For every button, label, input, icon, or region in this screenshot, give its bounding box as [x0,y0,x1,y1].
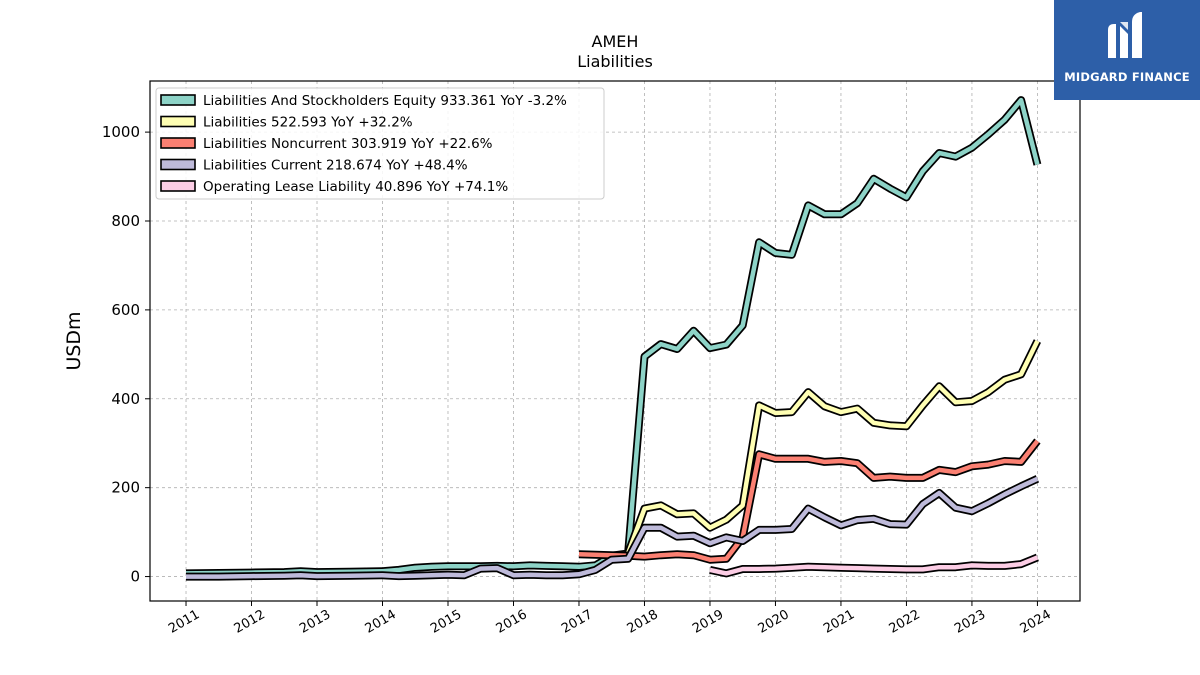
series-line [625,340,1040,555]
series-line [578,439,1040,562]
legend-swatch [160,94,196,106]
x-tick-label: 2013 [297,607,333,637]
midgard-finance-logo: MIDGARD FINANCE [1054,0,1200,100]
series-lines [185,96,1042,581]
legend-swatch [160,137,196,149]
y-axis-label: USDm [63,311,85,370]
y-tick-label: 600 [111,301,140,319]
x-tick-label: 2020 [756,607,792,637]
plot-area-frame [149,80,1081,602]
x-tick-label: 2024 [1018,607,1054,637]
legend-entry: Liabilities Current 218.674 YoY +48.4% [203,158,468,174]
series-line [709,555,1039,576]
axis-ticks: 2011 2012 2013 2014 2015 2016 2017 2018 2019 2020… [102,123,1054,637]
legend-swatch [160,115,196,128]
x-tick-label: 2017 [559,607,595,637]
legend-box [155,87,605,200]
legend-entry: Operating Lease Liability 40.896 YoY +74… [203,179,508,195]
x-tick-label: 2014 [363,607,399,637]
legend: Liabilities And Stockholders Equity 933.… [155,87,605,200]
x-tick-label: 2022 [887,607,923,637]
series-line [185,97,1040,576]
x-tick-label: 2018 [625,607,661,637]
y-tick-label: 800 [111,212,140,230]
chart-title: AMEH [592,32,639,51]
x-tick-label: 2011 [166,607,202,637]
chart-subtitle: Liabilities [577,52,653,71]
x-tick-label: 2021 [821,607,857,637]
series-line [186,476,1039,579]
midgard-logo-icon [1108,12,1142,58]
y-tick-label: 1000 [102,123,140,141]
y-tick-label: 400 [111,390,140,408]
legend-entry: Liabilities 522.593 YoY +32.2% [203,115,413,131]
x-tick-label: 2019 [690,607,726,637]
legend-swatch [160,158,196,171]
x-tick-label: 2016 [494,607,530,637]
legend-entry: Liabilities Noncurrent 303.919 YoY +22.6… [203,136,493,152]
x-tick-label: 2012 [232,607,268,637]
y-tick-label: 200 [111,479,140,497]
legend-entry: Liabilities And Stockholders Equity 933.… [203,93,567,109]
x-tick-label: 2015 [428,607,464,637]
logo-text: MIDGARD FINANCE [1064,70,1190,84]
y-tick-label: 0 [130,568,140,586]
x-tick-label: 2023 [952,607,988,637]
legend-swatch [160,180,196,192]
